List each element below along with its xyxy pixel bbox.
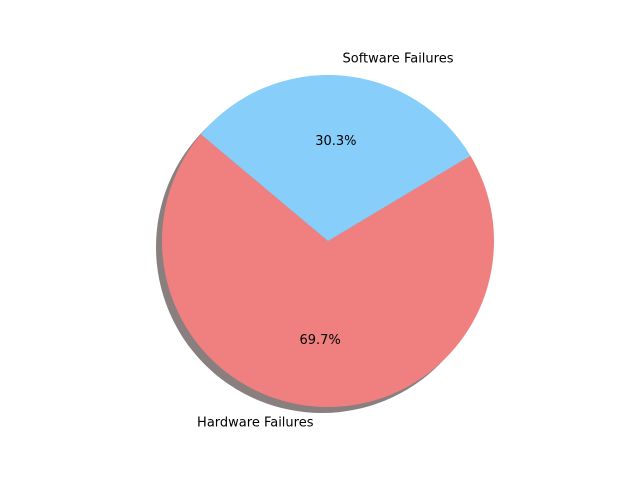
pie-labels: 69.7% Hardware Failures 30.3% Software Fail… (197, 52, 454, 431)
pie-category-label-hardware-failures: Hardware Failures (197, 416, 314, 431)
pie-pct-label-hardware-failures: 69.7% (299, 333, 340, 348)
pie-slice-hardware-failures (162, 134, 495, 408)
pie-slices (162, 75, 495, 408)
pie-slice-software-failures (200, 75, 471, 241)
pie-category-label-software-failures: Software Failures (343, 52, 454, 67)
pie-pct-label-software-failures: 30.3% (315, 134, 356, 149)
